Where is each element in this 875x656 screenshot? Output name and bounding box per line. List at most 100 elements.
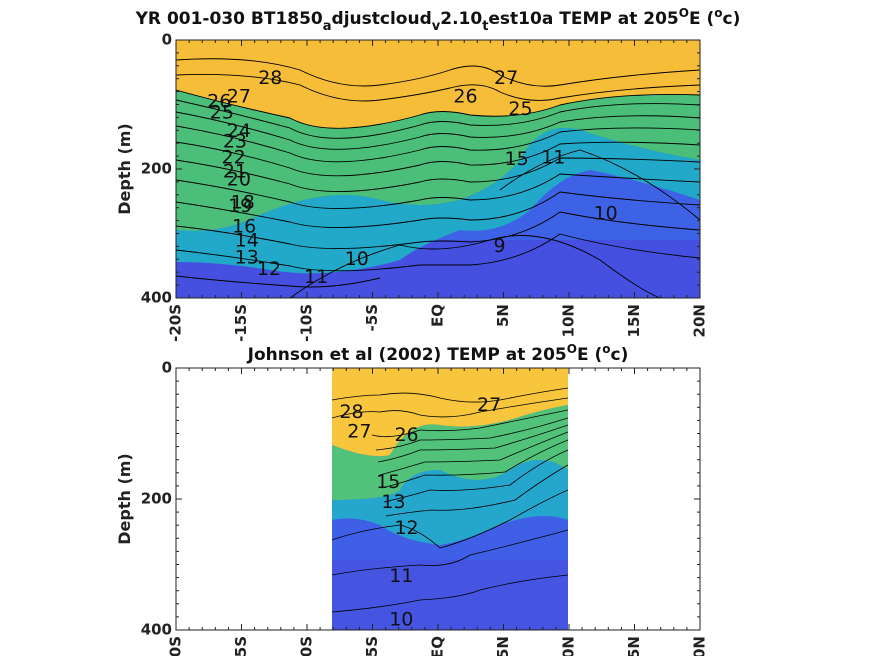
x-tick-label: -15S — [232, 636, 250, 656]
top-contour-line — [176, 89, 700, 129]
bottom-heatmap-green-band — [332, 405, 568, 500]
top-contour-line — [176, 275, 381, 288]
y-tick-label: 0 — [162, 359, 172, 377]
contour-label: 11 — [389, 565, 413, 587]
top-contour-line — [176, 157, 700, 192]
contour-label: 10 — [389, 609, 413, 631]
x-tick-label: EQ — [429, 636, 447, 656]
y-tick-label: 400 — [141, 621, 172, 639]
bottom-heatmap-cyan-band — [332, 460, 568, 545]
top-contour-line — [176, 73, 700, 102]
bottom-contour-line — [377, 424, 568, 463]
y-tick-label: 200 — [141, 490, 172, 508]
bottom-panel-title: Johnson et al (2002) TEMP at 205OE (oc) — [247, 342, 629, 365]
bottom-contour-line — [375, 417, 568, 451]
top-panel-title: YR 001-030 BT1850adjustcloudv2.10test10a… — [135, 6, 741, 34]
contour-label: 25 — [508, 98, 532, 120]
top-contour-line — [499, 149, 700, 221]
top-y-ticks: 0 200 400 — [141, 31, 700, 307]
bottom-contours — [332, 387, 568, 613]
top-panel: YR 001-030 BT1850adjustcloudv2.10test10a… — [115, 6, 740, 342]
contour-label: 21 — [223, 161, 247, 183]
contour-label: 10 — [345, 248, 369, 270]
top-contour-line — [176, 233, 700, 272]
x-tick-label: 15N — [625, 304, 643, 337]
top-heatmap-cyan-band — [176, 128, 700, 274]
contour-label: 23 — [223, 130, 247, 152]
top-x-ticks: -20S -15S -10S -5S EQ 5N 10N 15N 20N — [167, 40, 709, 342]
bottom-contour-line — [371, 409, 568, 438]
bottom-heatmap-deep-blue — [332, 560, 568, 630]
contour-label: 22 — [222, 147, 246, 169]
bottom-contour-line — [383, 449, 568, 503]
contour-label: 18 — [231, 192, 255, 214]
contour-label: 28 — [258, 67, 282, 89]
x-tick-label: 5N — [494, 636, 512, 656]
x-tick-label: -10S — [298, 304, 316, 342]
contour-label: 11 — [304, 266, 328, 288]
bottom-x-ticks: -20S -15S -10S -5S EQ 5N 10N 15N 20N — [167, 368, 709, 656]
x-tick-label: -15S — [232, 304, 250, 342]
contour-label: 12 — [394, 517, 418, 539]
contour-label: 15 — [505, 148, 529, 170]
contour-label: 27 — [347, 421, 371, 443]
bottom-contour-line — [385, 464, 568, 517]
x-tick-label: EQ — [429, 304, 447, 327]
bottom-panel: Johnson et al (2002) TEMP at 205OE (oc) … — [115, 342, 709, 656]
contour-label: 9 — [494, 235, 506, 257]
contour-label: 28 — [339, 401, 363, 423]
contour-label: 12 — [257, 258, 281, 280]
contour-label: 13 — [235, 247, 259, 269]
contour-label: 14 — [235, 230, 259, 252]
top-contour-line — [176, 99, 700, 139]
contour-label: 27 — [477, 394, 501, 416]
top-contour-line — [176, 58, 700, 87]
contour-label: 11 — [541, 147, 565, 169]
x-tick-label: -20S — [167, 636, 185, 656]
x-tick-label: -5S — [363, 304, 381, 331]
top-contour-line — [176, 173, 700, 209]
y-tick-label: 200 — [141, 160, 172, 178]
top-contours — [176, 58, 700, 298]
x-tick-label: 10N — [560, 636, 578, 656]
bottom-y-axis-label: Depth (m) — [115, 453, 134, 545]
x-tick-label: 20N — [691, 304, 709, 337]
x-tick-label: 5N — [494, 304, 512, 327]
top-heatmap-green-band — [176, 90, 700, 231]
x-tick-label: 20N — [691, 636, 709, 656]
top-contour-line — [176, 211, 700, 249]
bottom-contour-line — [381, 439, 568, 489]
contour-label: 25 — [210, 101, 234, 123]
bottom-contour-line — [332, 489, 568, 549]
bottom-heatmap — [332, 368, 568, 630]
top-y-axis-label: Depth (m) — [115, 123, 134, 215]
top-contour-line — [176, 141, 700, 177]
contour-label: 26 — [394, 424, 418, 446]
contour-label: 27 — [227, 85, 251, 107]
bottom-contour-line — [332, 397, 568, 419]
contour-label: 26 — [207, 90, 231, 112]
top-contour-line — [289, 235, 661, 298]
contour-label: 26 — [453, 85, 477, 107]
top-contour-line — [176, 191, 700, 228]
bottom-heatmap-warm-pool — [332, 368, 568, 457]
bottom-contour-line — [332, 529, 568, 576]
bottom-y-ticks: 0 200 400 — [141, 359, 700, 639]
x-tick-label: -20S — [167, 304, 185, 342]
x-tick-label: -10S — [298, 636, 316, 656]
contour-label: 19 — [228, 195, 252, 217]
x-tick-label: 10N — [560, 304, 578, 337]
contour-label: 10 — [594, 203, 618, 225]
contour-label: 15 — [376, 471, 400, 493]
top-heatmap-warm-pool — [176, 40, 700, 129]
contour-label: 24 — [227, 120, 251, 142]
bottom-contour-line — [332, 387, 568, 403]
bottom-contour-line — [379, 431, 568, 476]
contour-label: 27 — [494, 67, 518, 89]
top-contour-line — [176, 125, 700, 163]
bottom-contour-line — [332, 574, 568, 613]
contour-label: 13 — [381, 491, 405, 513]
